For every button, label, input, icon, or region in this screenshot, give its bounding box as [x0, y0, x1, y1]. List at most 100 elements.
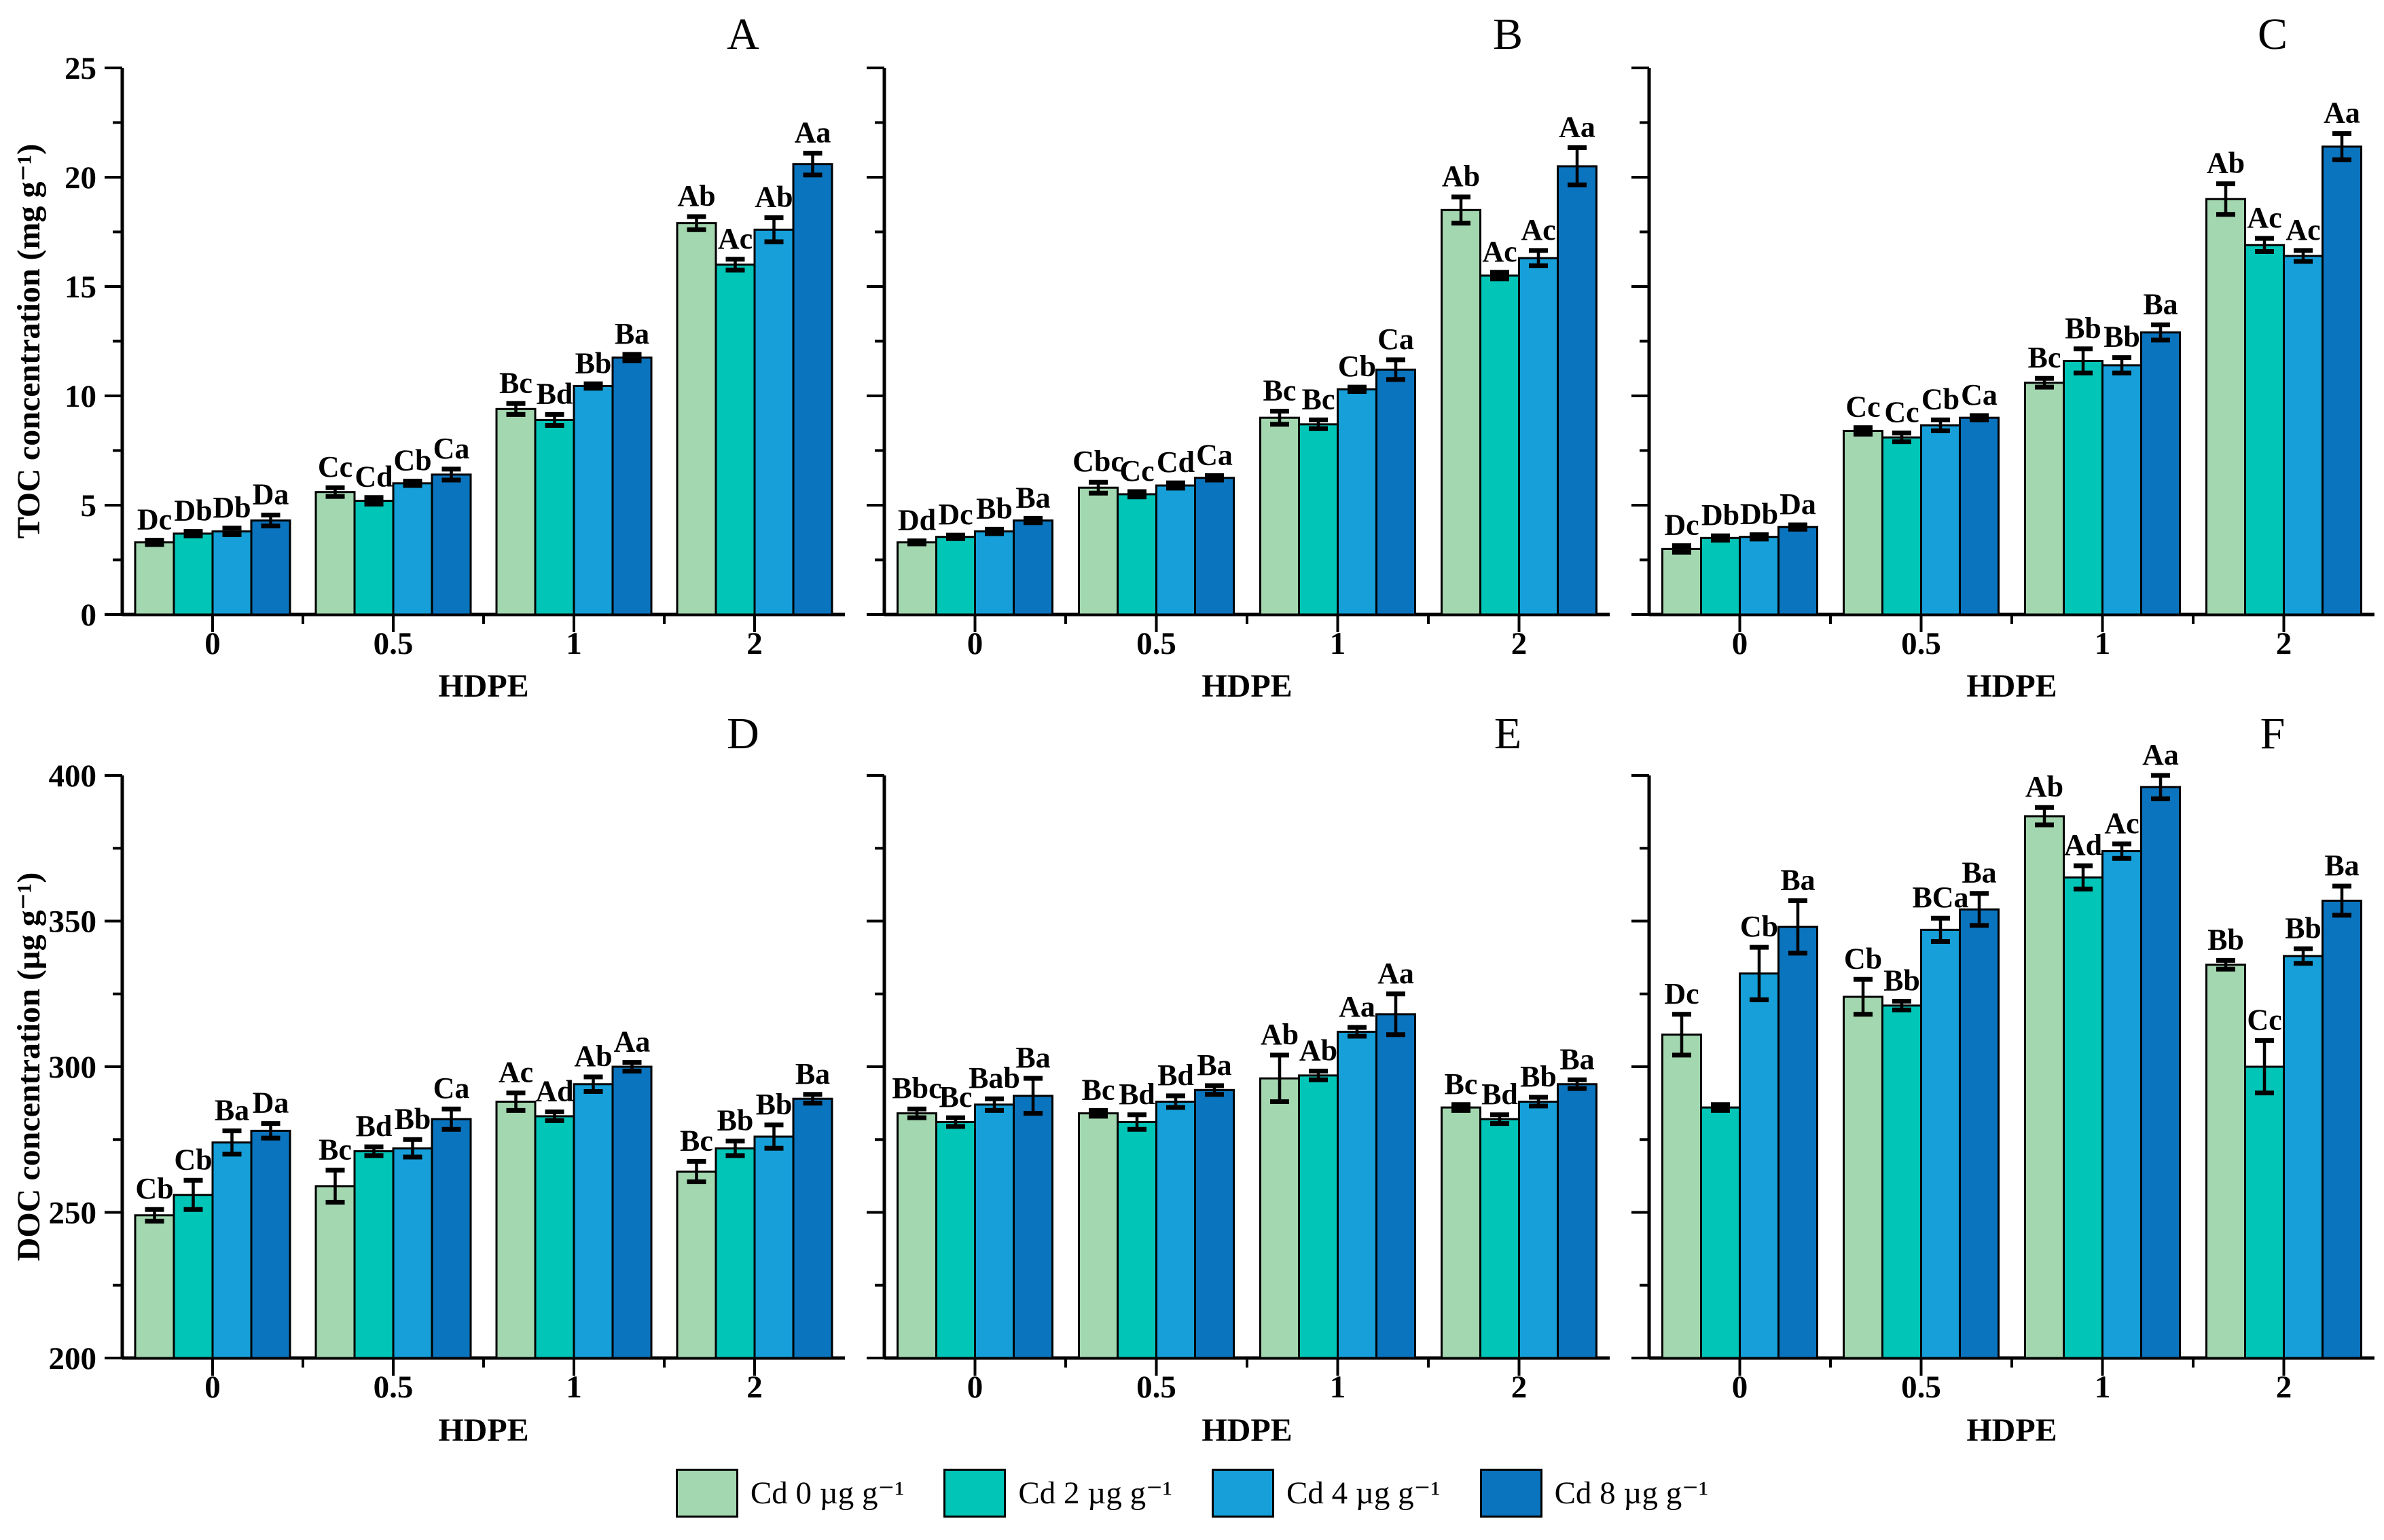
bar: [897, 541, 937, 616]
bar-letter-label: Dc: [938, 498, 973, 531]
bar-letter-label: Ca: [1961, 378, 1998, 411]
error-bar: [222, 1128, 242, 1157]
bar-letter-label: Bb: [1883, 964, 1920, 997]
bar: [573, 385, 614, 616]
error-bar: [1854, 425, 1873, 437]
bar-letter-label: Bc: [2028, 341, 2061, 374]
bar: [1298, 1074, 1339, 1359]
bar: [2101, 850, 2142, 1359]
bar: [935, 536, 976, 616]
bar-letter-label: Bd: [1481, 1078, 1518, 1111]
error-bar: [441, 466, 461, 483]
bar: [611, 356, 653, 616]
error-bar: [1931, 417, 1950, 434]
bar: [534, 418, 575, 616]
bar: [392, 1147, 433, 1359]
x-tick-label: 0.5: [1901, 626, 1941, 661]
bar-letter-label: Bc: [1263, 374, 1297, 407]
error-bar: [2294, 248, 2313, 264]
bar-letter-label: Cc: [1884, 396, 1919, 429]
bar-letter-label: Cc: [2247, 1003, 2281, 1036]
x-tick-label: 0: [204, 1370, 221, 1405]
error-bar: [2332, 883, 2351, 918]
legend-item-cd4: Cd 4 µg g⁻¹: [1212, 1469, 1441, 1518]
error-bar: [803, 1092, 823, 1106]
bar-letter-label: Aa: [2324, 96, 2360, 130]
error-bar: [2035, 375, 2054, 390]
bar: [1739, 972, 1780, 1359]
bar: [1259, 416, 1300, 616]
bar-letter-label: Ac: [2247, 201, 2281, 234]
error-bar: [183, 529, 203, 538]
bar: [1194, 477, 1235, 616]
error-bar: [1931, 915, 1950, 945]
bar: [1700, 1106, 1741, 1359]
error-bar: [2332, 131, 2351, 162]
x-tick-label: 0.5: [1136, 1370, 1176, 1405]
bar: [1117, 1121, 1157, 1359]
x-tick-label: 2: [746, 626, 763, 661]
bar-letter-label: Aa: [1559, 111, 1595, 144]
bar: [1959, 908, 2000, 1359]
bar-letter-label: Ac: [499, 1056, 533, 1089]
bar-letter-label: Ca: [433, 432, 470, 465]
bar-letter-label: Ba: [1962, 856, 1996, 890]
bar-letter-label: Aa: [1377, 957, 1414, 990]
bar-letter-label: Bb: [2207, 923, 2244, 956]
bar: [431, 1118, 472, 1359]
x-tick-label: 2: [2276, 1370, 2292, 1405]
bar: [314, 1185, 356, 1359]
x-tick-label: 0: [967, 626, 983, 661]
error-bar: [2255, 236, 2274, 254]
bar: [1441, 208, 1481, 616]
legend-swatch-cd8: [1479, 1469, 1542, 1518]
bar-letter-label: Da: [1780, 488, 1816, 521]
x-tick-label: 1: [2095, 626, 2111, 661]
x-axis-title: HDPE: [438, 1412, 528, 1446]
bar-letter-label: Bd: [1119, 1078, 1155, 1111]
error-bar: [506, 1090, 526, 1113]
bar-letter-label: Ba: [2324, 849, 2359, 882]
legend-label-cd0: Cd 0 µg g⁻¹: [750, 1475, 905, 1511]
bar: [392, 482, 433, 616]
bar-letter-label: Bb: [395, 1102, 431, 1135]
bar: [1375, 1013, 1416, 1359]
bar-letter-label: Ba: [1015, 481, 1050, 514]
bar-letter-label: Ba: [615, 317, 649, 350]
error-bar: [1490, 270, 1509, 282]
error-bar: [1529, 1095, 1548, 1109]
error-bar: [946, 532, 965, 541]
error-bar: [1788, 898, 1807, 956]
legend-swatch-cd4: [1212, 1469, 1274, 1518]
panel-toc-b: 0 0.5 1 2 Dd Dc Bb Ba Cbc Cc Cd Ca Bc Bc Cb Ca Ab Ac Ac Aa B…: [854, 0, 1619, 699]
error-bar: [687, 214, 706, 232]
y-tick-label: 200: [49, 1341, 97, 1376]
bar: [1479, 274, 1520, 616]
bar: [1194, 1088, 1235, 1359]
x-axis-title: HDPE: [1966, 1412, 2057, 1446]
error-bar: [364, 495, 384, 507]
bar: [2140, 786, 2181, 1359]
bar: [250, 519, 291, 616]
bar: [1013, 1095, 1053, 1359]
bar-letter-label: Ba: [215, 1093, 249, 1126]
bar: [2205, 198, 2246, 616]
panel-title: F: [2260, 709, 2286, 758]
error-bar: [2112, 355, 2131, 375]
error-bar: [907, 1106, 926, 1120]
bar-letter-label: Bc: [680, 1124, 713, 1157]
error-bar: [1711, 1102, 1730, 1113]
bar-letter-label: Ab: [2025, 770, 2063, 803]
bar: [792, 163, 833, 616]
bar-letter-label: Ca: [1196, 439, 1233, 472]
bar-letter-label: Bb: [756, 1088, 793, 1121]
bar: [1557, 165, 1597, 616]
bar-letter-label: Cc: [1845, 390, 1880, 424]
bar-letter-label: Bd: [356, 1110, 393, 1143]
x-axis-title: HDPE: [1966, 668, 2057, 699]
bar-letter-label: Db: [174, 494, 212, 528]
x-axis-title: HDPE: [438, 668, 528, 699]
error-bar: [441, 1106, 461, 1132]
